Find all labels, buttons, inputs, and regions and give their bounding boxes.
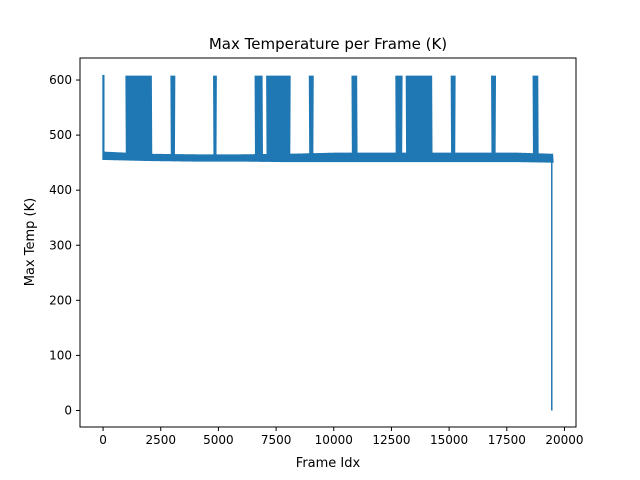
series-spike-3 [170, 75, 176, 161]
y-tick-label: 600 [49, 73, 72, 87]
series-spike-1 [102, 74, 105, 159]
x-tick-label: 20000 [545, 433, 583, 447]
y-axis: 0 100 200 300 400 500 600 [49, 73, 80, 417]
x-tick-label: 15000 [430, 433, 468, 447]
y-tick-label: 500 [49, 128, 72, 142]
plot-frame [79, 57, 577, 428]
y-tick-label: 300 [49, 238, 72, 252]
x-tick-label: 5000 [203, 433, 234, 447]
series-spike-13 [532, 75, 539, 162]
plot-area [80, 58, 576, 427]
x-tick-label: 17500 [488, 433, 526, 447]
series-spike-12 [491, 75, 497, 161]
series-baseline [102, 151, 554, 163]
y-axis-label: Max Temp (K) [23, 198, 38, 286]
series-spike-4 [213, 75, 217, 161]
x-axis: 0 2500 5000 7500 10000 12500 15000 17500 20000 [99, 427, 584, 447]
series-spike-2 [125, 75, 153, 160]
series-layer [102, 74, 554, 411]
y-tick-label: 200 [49, 293, 72, 307]
x-tick-label: 7500 [261, 433, 292, 447]
series-spike-10 [405, 75, 433, 161]
series-spike-5 [254, 75, 263, 161]
x-tick-label: 0 [99, 433, 107, 447]
x-axis-label: Frame Idx [296, 456, 361, 471]
series-spike-11 [450, 75, 456, 161]
series-spike-8 [351, 75, 358, 161]
x-tick-label: 12500 [372, 433, 410, 447]
y-tick-label: 400 [49, 183, 72, 197]
x-tick-label: 10000 [315, 433, 353, 447]
series-spike-7 [308, 75, 314, 161]
chart-title: Max Temperature per Frame (K) [209, 35, 447, 53]
series-spike-9 [395, 75, 403, 161]
y-tick-label: 0 [64, 403, 72, 417]
y-tick-label: 100 [49, 348, 72, 362]
series-spike-6 [266, 75, 291, 161]
x-tick-label: 2500 [145, 433, 176, 447]
